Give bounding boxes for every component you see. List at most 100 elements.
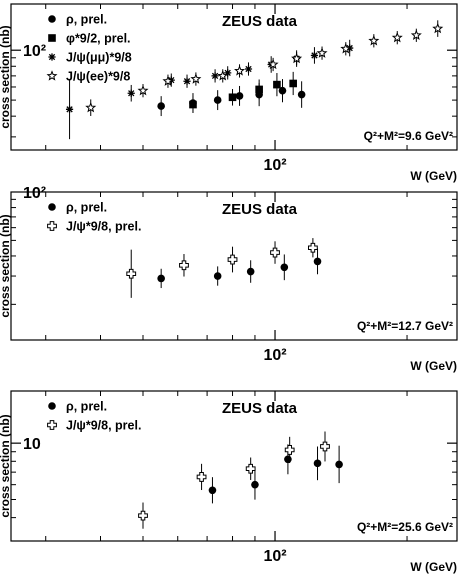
data-point xyxy=(227,246,238,273)
data-point xyxy=(235,85,244,106)
marker-open-cross xyxy=(227,254,238,265)
data-point xyxy=(368,34,380,48)
marker-asterisk xyxy=(183,77,191,85)
marker-dot xyxy=(280,263,289,272)
chart-title: ZEUS data xyxy=(222,13,298,30)
y-axis-label: cross section (nb) xyxy=(0,414,12,517)
marker-dot xyxy=(313,257,322,266)
marker-star xyxy=(368,34,380,46)
legend-entry: φ*9/2, prel. xyxy=(66,32,131,46)
legend-entry: ρ, prel. xyxy=(66,13,107,27)
marker-dot xyxy=(278,86,287,95)
marker-open-cross xyxy=(245,463,256,474)
marker-star xyxy=(137,84,149,96)
data-point xyxy=(313,446,322,481)
marker-asterisk xyxy=(127,89,135,97)
marker-open-cross xyxy=(47,221,57,231)
marker-dot xyxy=(246,267,255,276)
marker-dot xyxy=(208,486,217,495)
panel-1: 10² 10² cross section (nb) W (GeV) ZEUS data… xyxy=(0,3,458,183)
marker-dot xyxy=(213,272,222,280)
marker-open-cross xyxy=(307,242,318,253)
data-point xyxy=(157,268,165,289)
data-point xyxy=(320,431,330,462)
marker-star xyxy=(340,43,352,54)
marker-dot xyxy=(297,90,306,99)
marker-open-cross xyxy=(179,260,189,271)
marker-asterisk xyxy=(310,51,319,60)
marker-asterisk xyxy=(65,105,74,113)
marker-dot xyxy=(313,459,322,468)
data-point xyxy=(313,248,322,275)
marker-star xyxy=(432,22,444,34)
data-point xyxy=(391,31,403,45)
data-point xyxy=(211,69,219,83)
data-point xyxy=(310,47,319,64)
marker-square xyxy=(273,80,281,89)
data-point xyxy=(65,79,74,140)
data-point xyxy=(291,51,303,66)
y-tick-label: 10² xyxy=(23,43,46,60)
panel-2: 10² 10² cross section (nb) W (GeV) ZEUS data… xyxy=(0,185,458,373)
data-point xyxy=(189,96,197,113)
data-point xyxy=(157,96,165,117)
marker-star xyxy=(316,47,328,58)
series-3 xyxy=(65,39,354,140)
marker-dot xyxy=(251,480,259,489)
marker-square xyxy=(255,85,263,94)
data-point xyxy=(234,64,246,78)
marker-star xyxy=(291,52,303,64)
q2-annotation: Q²+M²=12.7 GeV² xyxy=(357,319,453,333)
legend-entry: ρ, prel. xyxy=(66,400,107,414)
marker-square xyxy=(228,93,237,102)
series-2 xyxy=(138,431,330,529)
legend: ρ, prel. J/ψ*9/8, prel. xyxy=(47,400,141,433)
data-point xyxy=(137,84,149,98)
marker-open-cross xyxy=(196,472,207,482)
y-tick-label: 10² xyxy=(23,185,46,202)
series-2 xyxy=(126,238,318,298)
data-point xyxy=(213,266,222,286)
chart-title: ZEUS data xyxy=(222,400,298,417)
data-point xyxy=(245,457,256,480)
marker-dot xyxy=(48,402,56,410)
data-point xyxy=(335,445,343,484)
plot-frame xyxy=(10,191,458,341)
x-tick-label: 10² xyxy=(263,347,286,364)
data-point xyxy=(244,62,253,76)
q2-annotation: Q²+M²=9.6 GeV² xyxy=(364,129,453,143)
plot-frame xyxy=(10,3,458,151)
marker-dot xyxy=(48,15,56,23)
data-point xyxy=(196,463,207,491)
data-point xyxy=(432,20,444,37)
data-point xyxy=(85,99,97,116)
data-point xyxy=(217,69,229,83)
series-1 xyxy=(157,248,322,289)
data-point xyxy=(190,72,202,86)
marker-star xyxy=(234,65,246,76)
marker-star xyxy=(267,58,279,70)
marker-open-cross xyxy=(284,445,295,455)
marker-dot xyxy=(213,96,222,104)
marker-open-cross xyxy=(138,510,148,521)
x-axis-label: W (GeV) xyxy=(410,169,457,183)
marker-dot xyxy=(157,102,165,110)
data-point xyxy=(297,81,306,108)
data-point xyxy=(270,241,280,264)
marker-asterisk xyxy=(48,53,56,61)
data-point xyxy=(280,254,289,281)
data-point xyxy=(284,436,295,464)
legend-entry: J/ψ(μμ)*9/8 xyxy=(66,51,132,65)
plot-frame xyxy=(10,390,458,542)
data-point xyxy=(162,74,174,88)
data-point xyxy=(126,249,137,298)
data-point xyxy=(267,57,279,72)
panel-3: 10² 10 cross section (nb) W (GeV) ZEUS data Q… xyxy=(0,390,458,574)
data-point xyxy=(289,71,297,96)
marker-star xyxy=(85,101,97,113)
marker-dot xyxy=(48,203,56,211)
marker-star xyxy=(391,31,403,43)
y-axis-label: cross section (nb) xyxy=(0,25,12,128)
legend: ρ, prel. φ*9/2, prel. J/ψ(μμ)*9/8 J/ψ(ee)*9… xyxy=(46,13,132,84)
